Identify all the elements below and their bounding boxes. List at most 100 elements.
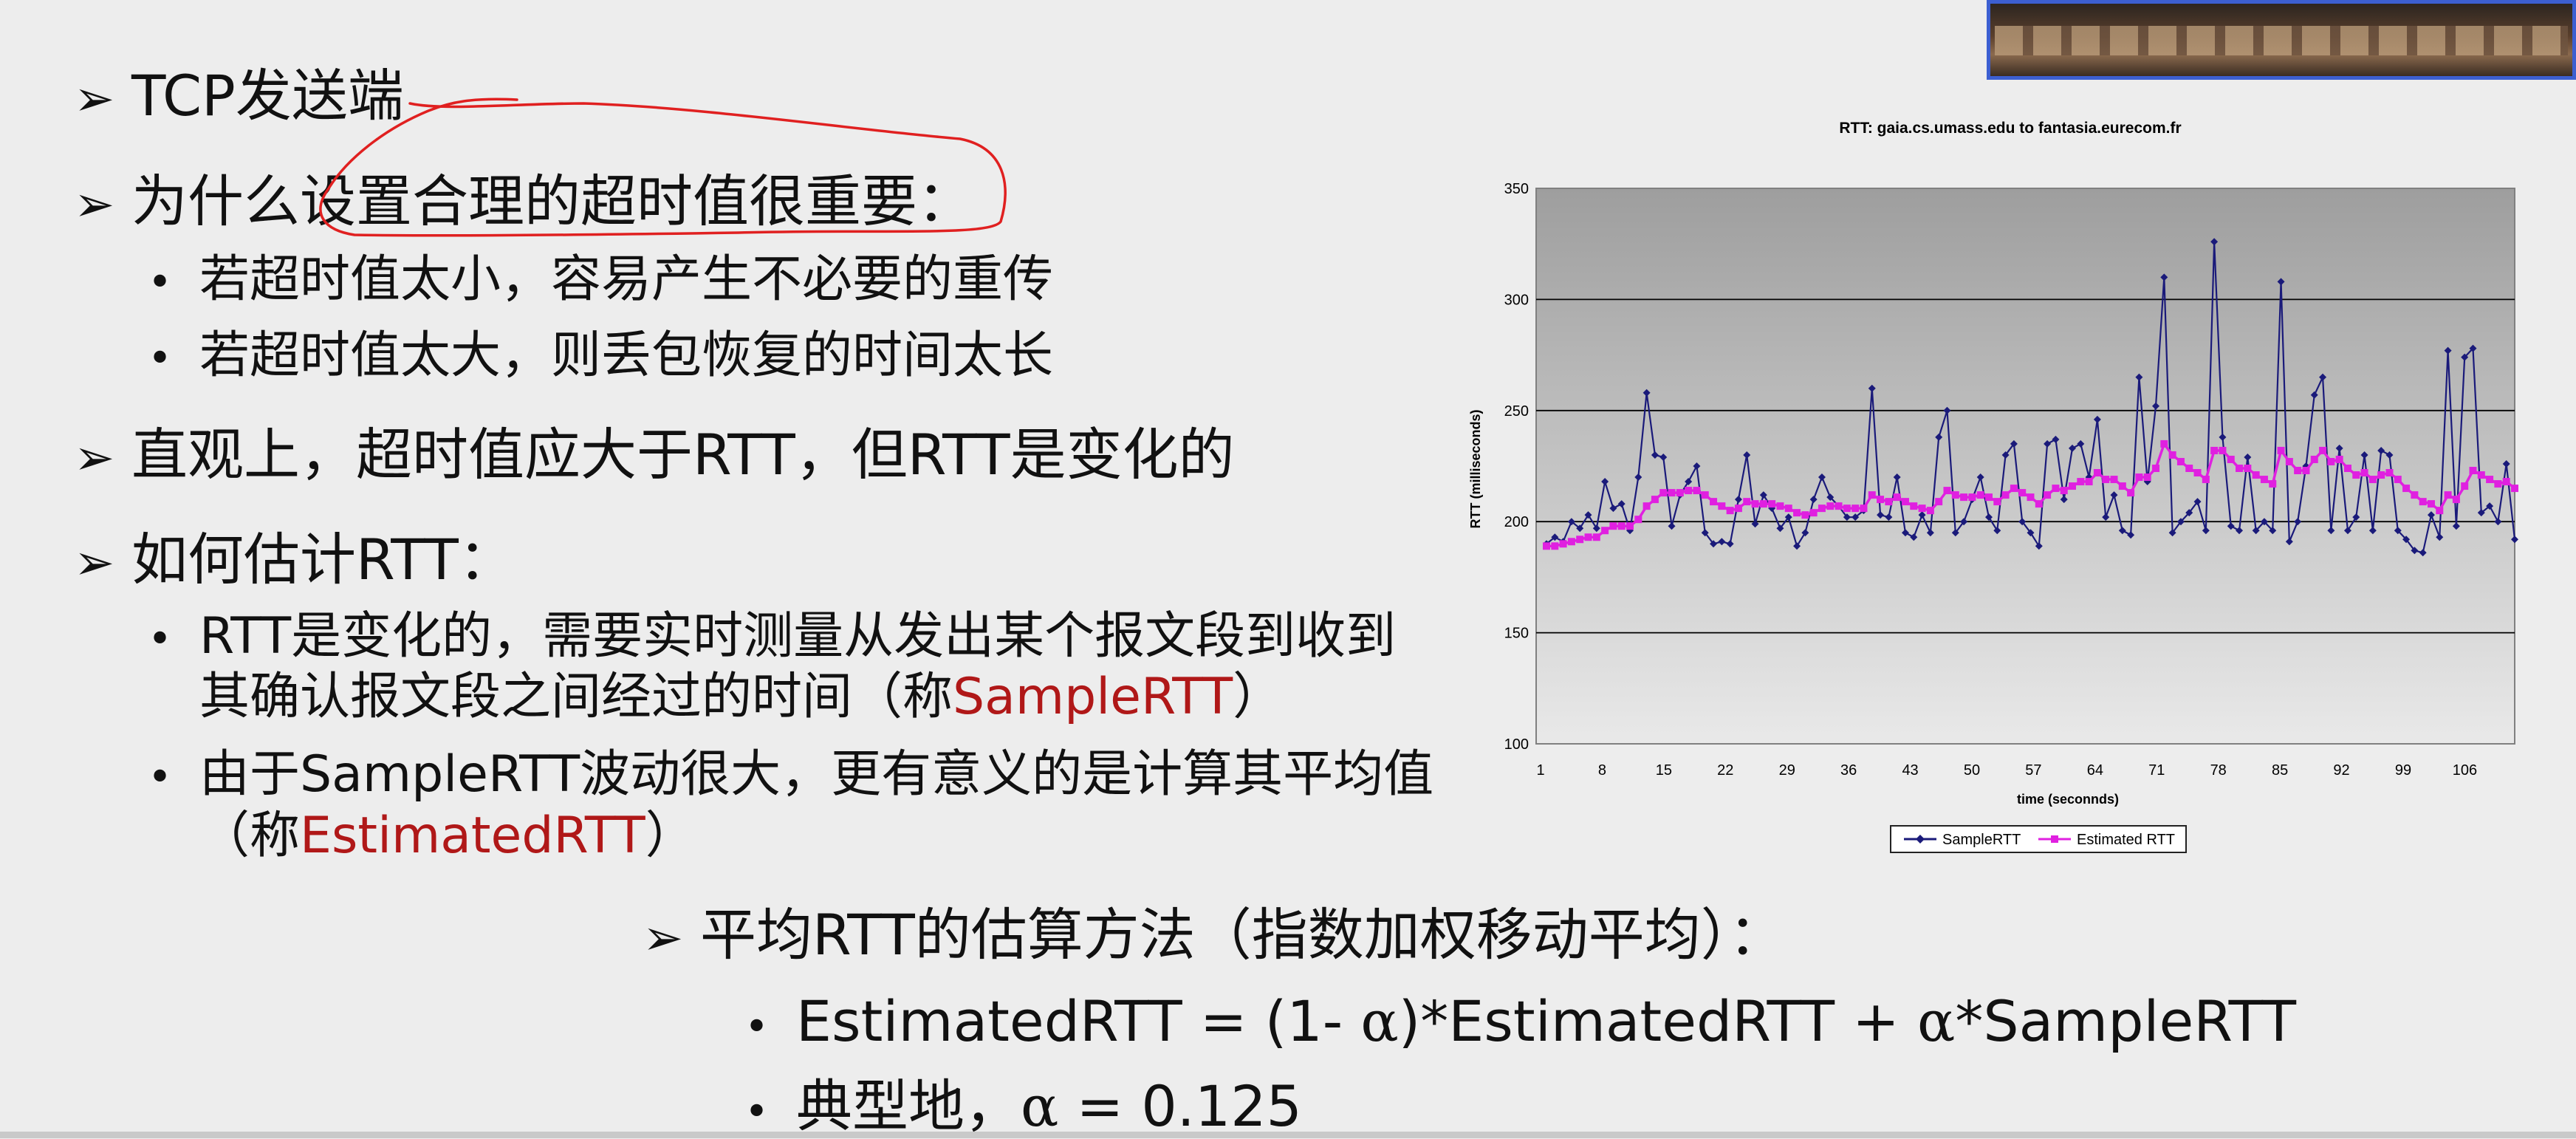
- data-point: [2486, 476, 2494, 484]
- formula-estimated-rtt: • EstimatedRTT = (1- α)*EstimatedRTT + α*…: [744, 993, 2296, 1050]
- y-tick-label: 300: [1504, 292, 1529, 308]
- data-point: [1567, 518, 1575, 526]
- data-point: [1559, 540, 1567, 548]
- data-point: [1543, 542, 1550, 550]
- data-point: [2219, 433, 2227, 441]
- rtt-chart: RTT: gaia.cs.umass.edu to fantasia.eurec…: [1448, 111, 2555, 864]
- data-point: [1901, 498, 1909, 506]
- x-tick-label: 43: [1902, 762, 1918, 779]
- data-point: [1976, 473, 1984, 482]
- sub-bullet-estimated-rtt: • 由于SampleRTT波动很大，更有意义的是计算其平均值: [148, 750, 1433, 800]
- data-point: [1642, 502, 1651, 510]
- data-point: [1901, 529, 1909, 537]
- data-point: [2461, 482, 2469, 490]
- formula-text: 典型地，: [796, 1073, 1021, 1139]
- alpha-symbol: α: [1360, 988, 1399, 1054]
- data-point: [2486, 502, 2494, 510]
- dot-bullet-icon: •: [744, 1003, 770, 1051]
- y-tick-label: 350: [1504, 181, 1529, 197]
- data-point: [2160, 439, 2168, 448]
- y-tick-label: 150: [1504, 626, 1529, 642]
- data-point: [2093, 415, 2101, 423]
- data-point: [2219, 446, 2227, 454]
- data-point: [1793, 542, 1801, 550]
- data-point: [2110, 476, 2118, 484]
- data-point: [1784, 513, 1792, 521]
- data-point: [1918, 504, 1926, 513]
- data-point: [2411, 491, 2419, 499]
- data-point: [1592, 533, 1600, 541]
- data-point: [2419, 498, 2427, 506]
- data-point: [2360, 451, 2368, 459]
- data-point: [1693, 487, 1701, 495]
- data-point: [2294, 467, 2302, 475]
- data-point: [2168, 529, 2176, 537]
- data-point: [1676, 489, 1684, 497]
- data-point: [1951, 529, 1959, 537]
- legend-label: Estimated RTT: [2077, 832, 2175, 848]
- data-point: [1793, 509, 1801, 517]
- data-point: [1935, 498, 1943, 506]
- data-point: [1710, 540, 1718, 548]
- bottom-edge: [0, 1132, 2576, 1138]
- data-point: [1776, 502, 1784, 510]
- data-point: [1567, 538, 1575, 546]
- data-point: [2044, 439, 2052, 448]
- data-point: [1584, 511, 1592, 519]
- dot-bullet-icon: •: [148, 335, 173, 383]
- bullet-text: TCP发送端: [131, 63, 404, 129]
- x-tick-label: 1: [1536, 762, 1544, 779]
- data-point: [2394, 527, 2402, 535]
- data-point: [2436, 533, 2444, 541]
- sub-bullet-text: （称: [199, 807, 301, 865]
- data-point: [1601, 527, 1609, 535]
- data-point: [1826, 493, 1835, 502]
- data-point: [2377, 446, 2385, 454]
- data-point: [1651, 496, 1659, 504]
- plot-area: [1535, 188, 2515, 745]
- data-point: [2444, 491, 2452, 499]
- data-point: [2168, 451, 2176, 459]
- bullet-text: 为什么设置合理的超时值很重要：: [131, 168, 973, 234]
- data-point: [2210, 446, 2219, 454]
- data-point: [1960, 518, 1968, 526]
- data-point: [2244, 453, 2252, 461]
- data-point: [2244, 465, 2252, 473]
- x-tick-label: 57: [2025, 762, 2041, 779]
- data-point: [1835, 502, 1843, 510]
- series-estimated-rtt: [1543, 439, 2518, 550]
- data-point: [2018, 489, 2027, 497]
- data-point: [1910, 533, 1918, 541]
- data-point: [2260, 476, 2268, 484]
- sub-bullet-text: 若超时值太大，则丢包恢复的时间太长: [199, 326, 1054, 385]
- arrow-bullet-icon: ➢: [643, 909, 684, 966]
- data-point: [1768, 500, 1776, 508]
- data-point: [2477, 509, 2485, 517]
- data-point: [2018, 518, 2027, 526]
- data-point: [2152, 465, 2160, 473]
- sub-bullet-too-large: • 若超时值太大，则丢包恢复的时间太长: [148, 331, 1053, 381]
- data-point: [1710, 498, 1718, 506]
- data-point: [1885, 498, 1893, 506]
- bullet-tcp-sender: ➢ TCP发送端: [74, 68, 404, 124]
- sub-bullet-text: ）: [1233, 668, 1284, 726]
- data-point: [2436, 507, 2444, 515]
- data-point: [1726, 540, 1734, 548]
- data-point: [1584, 533, 1592, 541]
- data-point: [2319, 446, 2327, 454]
- data-point: [1818, 504, 1826, 513]
- data-point: [2193, 469, 2202, 477]
- data-point: [1968, 493, 1976, 502]
- term-sample-rtt: SampleRTT: [953, 668, 1233, 726]
- data-point: [2127, 531, 2135, 539]
- data-point: [2236, 465, 2244, 473]
- dot-bullet-icon: •: [148, 259, 173, 307]
- dot-bullet-icon: •: [148, 753, 173, 801]
- data-point: [1734, 504, 1742, 513]
- data-point: [2102, 513, 2110, 521]
- data-point: [2127, 489, 2135, 497]
- data-point: [2069, 482, 2077, 490]
- data-point: [2135, 473, 2143, 482]
- legend-label: SampleRTT: [1942, 832, 2021, 848]
- data-point: [1759, 500, 1767, 508]
